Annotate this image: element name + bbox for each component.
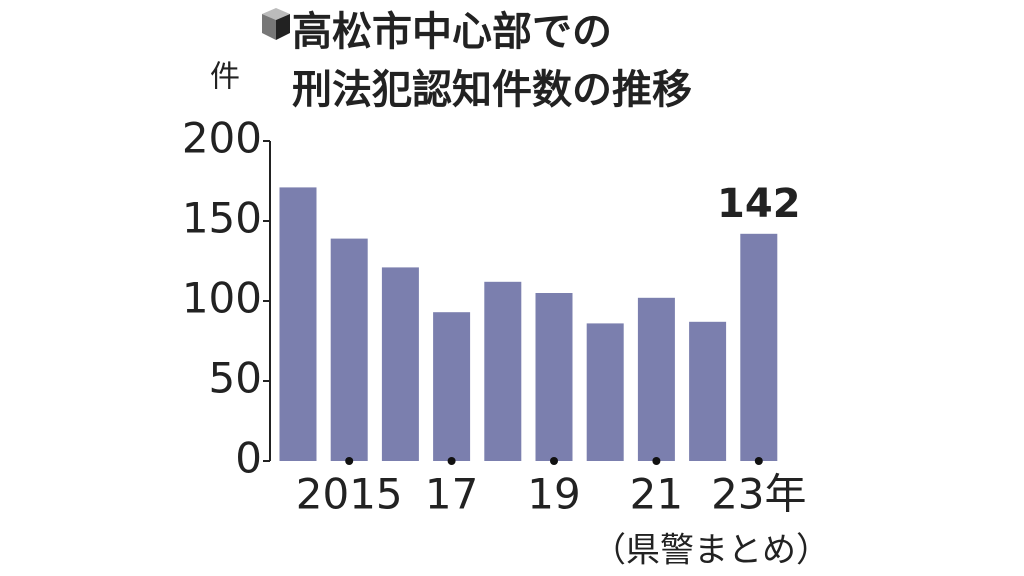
y-tick-label: 50	[209, 354, 262, 403]
y-tick-label: 0	[235, 434, 262, 483]
y-tick-label: 150	[182, 194, 262, 243]
x-tick-dot	[550, 457, 558, 465]
bar	[637, 297, 675, 461]
x-tick-label: 23年	[711, 470, 806, 519]
x-tick-dot	[345, 457, 354, 465]
x-tick-label: 19	[527, 470, 580, 519]
bar	[586, 323, 624, 461]
x-tick-dot	[652, 457, 661, 465]
bar	[381, 267, 419, 461]
chart-title: 高松市中心部での	[292, 9, 612, 55]
title-icon	[262, 8, 290, 40]
bar	[740, 233, 778, 461]
x-tick-label: 21	[630, 470, 683, 519]
data-label: 142	[717, 181, 801, 227]
bar	[689, 321, 727, 461]
x-tick-label: 17	[425, 470, 478, 519]
source: （県警まとめ）	[592, 531, 830, 571]
y-axis-label: 件	[210, 60, 240, 95]
bar	[535, 293, 573, 461]
bar	[279, 187, 317, 461]
bar	[330, 238, 368, 461]
x-tick-label: 2015	[296, 470, 403, 519]
bar	[484, 281, 522, 461]
x-tick-dot	[754, 457, 763, 465]
x-tick-dot	[447, 457, 456, 465]
y-tick-label: 100	[182, 274, 262, 323]
chart-title: 刑法犯認知件数の推移	[292, 67, 692, 113]
y-tick-label: 200	[182, 114, 262, 163]
bar	[433, 312, 471, 461]
